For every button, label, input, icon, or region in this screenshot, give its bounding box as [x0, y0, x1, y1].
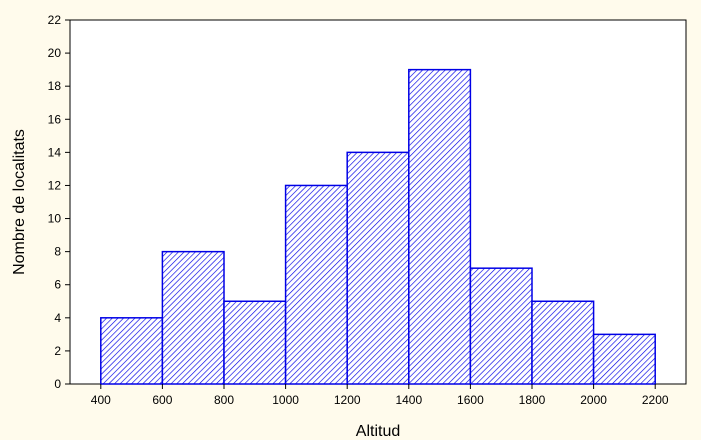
histogram-bar — [223, 300, 287, 385]
x-tick-label: 2200 — [642, 393, 669, 407]
x-tick-label: 800 — [214, 393, 234, 407]
x-tick-label: 1200 — [334, 393, 361, 407]
x-axis-title: Altitud — [356, 423, 400, 440]
y-axis-title: Nombre de localitats — [11, 129, 28, 275]
y-tick-label: 18 — [48, 79, 62, 93]
histogram-bar — [531, 300, 595, 385]
x-tick-label: 2000 — [580, 393, 607, 407]
axes-layer: 400 600 800 1000 1200 1400 1600 1800 2000 2200 0 2 4… — [48, 13, 669, 407]
y-tick-label: 6 — [54, 278, 61, 292]
histogram-bar — [408, 68, 472, 385]
y-tick-label: 8 — [54, 245, 61, 259]
x-tick-label: 1800 — [519, 393, 546, 407]
histogram-bar — [346, 151, 410, 385]
x-tick-label: 400 — [91, 393, 111, 407]
bars-layer — [100, 68, 656, 385]
histogram-bar — [284, 184, 348, 385]
y-tick-label: 12 — [48, 178, 62, 192]
y-tick-label: 2 — [54, 344, 61, 358]
histogram-bar — [592, 333, 656, 385]
histogram-bar — [469, 267, 533, 385]
y-tick-label: 20 — [48, 46, 62, 60]
y-tick-label: 22 — [48, 13, 62, 27]
y-tick-label: 0 — [54, 377, 61, 391]
x-tick-label: 1600 — [457, 393, 484, 407]
histogram-bar — [100, 317, 164, 385]
x-tick-label: 1400 — [395, 393, 422, 407]
histogram-bar — [161, 250, 225, 385]
y-tick-label: 4 — [54, 311, 61, 325]
x-tick-label: 600 — [152, 393, 172, 407]
x-tick-label: 1000 — [272, 393, 299, 407]
y-tick-label: 10 — [48, 212, 62, 226]
y-tick-label: 14 — [48, 145, 62, 159]
y-tick-label: 16 — [48, 112, 62, 126]
